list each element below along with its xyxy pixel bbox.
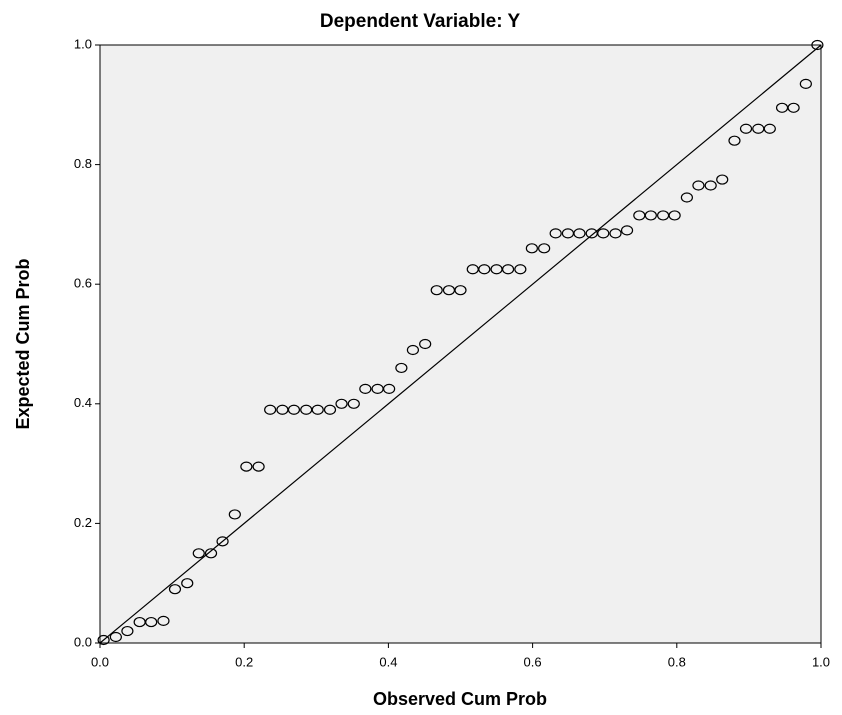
y-axis-label: Expected Cum Prob (13, 258, 33, 429)
x-tick-label: 1.0 (812, 654, 830, 669)
y-tick-label: 1.0 (74, 36, 92, 51)
point (97, 634, 110, 646)
point (347, 398, 360, 409)
point (609, 228, 622, 239)
reference-line (99, 44, 822, 644)
y-tick-label: 0.2 (74, 515, 92, 530)
point (716, 174, 729, 185)
point (359, 383, 372, 394)
point (311, 404, 324, 415)
x-tick-label: 0.2 (235, 654, 253, 669)
x-tick-label: 0.4 (379, 654, 397, 669)
point (763, 123, 776, 134)
point (264, 404, 277, 415)
point (728, 135, 741, 146)
point (597, 228, 610, 239)
point (181, 578, 194, 589)
y-tick-label: 0.0 (74, 634, 92, 649)
point (620, 225, 634, 236)
point (240, 461, 253, 472)
point (216, 536, 229, 547)
point (228, 509, 241, 520)
point (335, 398, 348, 409)
point (383, 383, 396, 394)
point (287, 404, 301, 415)
point (644, 210, 657, 221)
point (430, 285, 443, 296)
point (538, 243, 551, 254)
x-tick-label: 0.6 (524, 654, 542, 669)
point (168, 584, 182, 595)
point (121, 625, 134, 637)
point (157, 615, 170, 626)
x-tick-label: 0.0 (91, 654, 109, 669)
point (799, 78, 812, 89)
point (811, 39, 824, 51)
y-tick-label: 0.4 (74, 395, 92, 410)
point (192, 548, 205, 559)
x-tick-label: 0.8 (668, 654, 686, 669)
point (680, 192, 693, 203)
point (204, 548, 218, 559)
y-tick-label: 0.6 (74, 276, 92, 291)
x-axis-label: Observed Cum Prob (373, 689, 547, 709)
point (573, 228, 586, 239)
point (549, 228, 562, 239)
point (787, 102, 800, 113)
y-tick-label: 0.8 (74, 156, 92, 171)
point (109, 631, 122, 643)
chart-title: Dependent Variable: Y (320, 11, 521, 32)
point (501, 264, 515, 275)
point (145, 616, 158, 628)
point (454, 285, 467, 296)
point (323, 404, 337, 415)
point (668, 210, 681, 221)
point (395, 362, 408, 374)
point (739, 123, 753, 134)
point (252, 461, 265, 472)
point (478, 264, 491, 275)
point (525, 243, 538, 254)
point (419, 338, 432, 350)
point (704, 180, 717, 191)
point (514, 264, 527, 275)
point (692, 180, 705, 191)
point (406, 344, 420, 356)
